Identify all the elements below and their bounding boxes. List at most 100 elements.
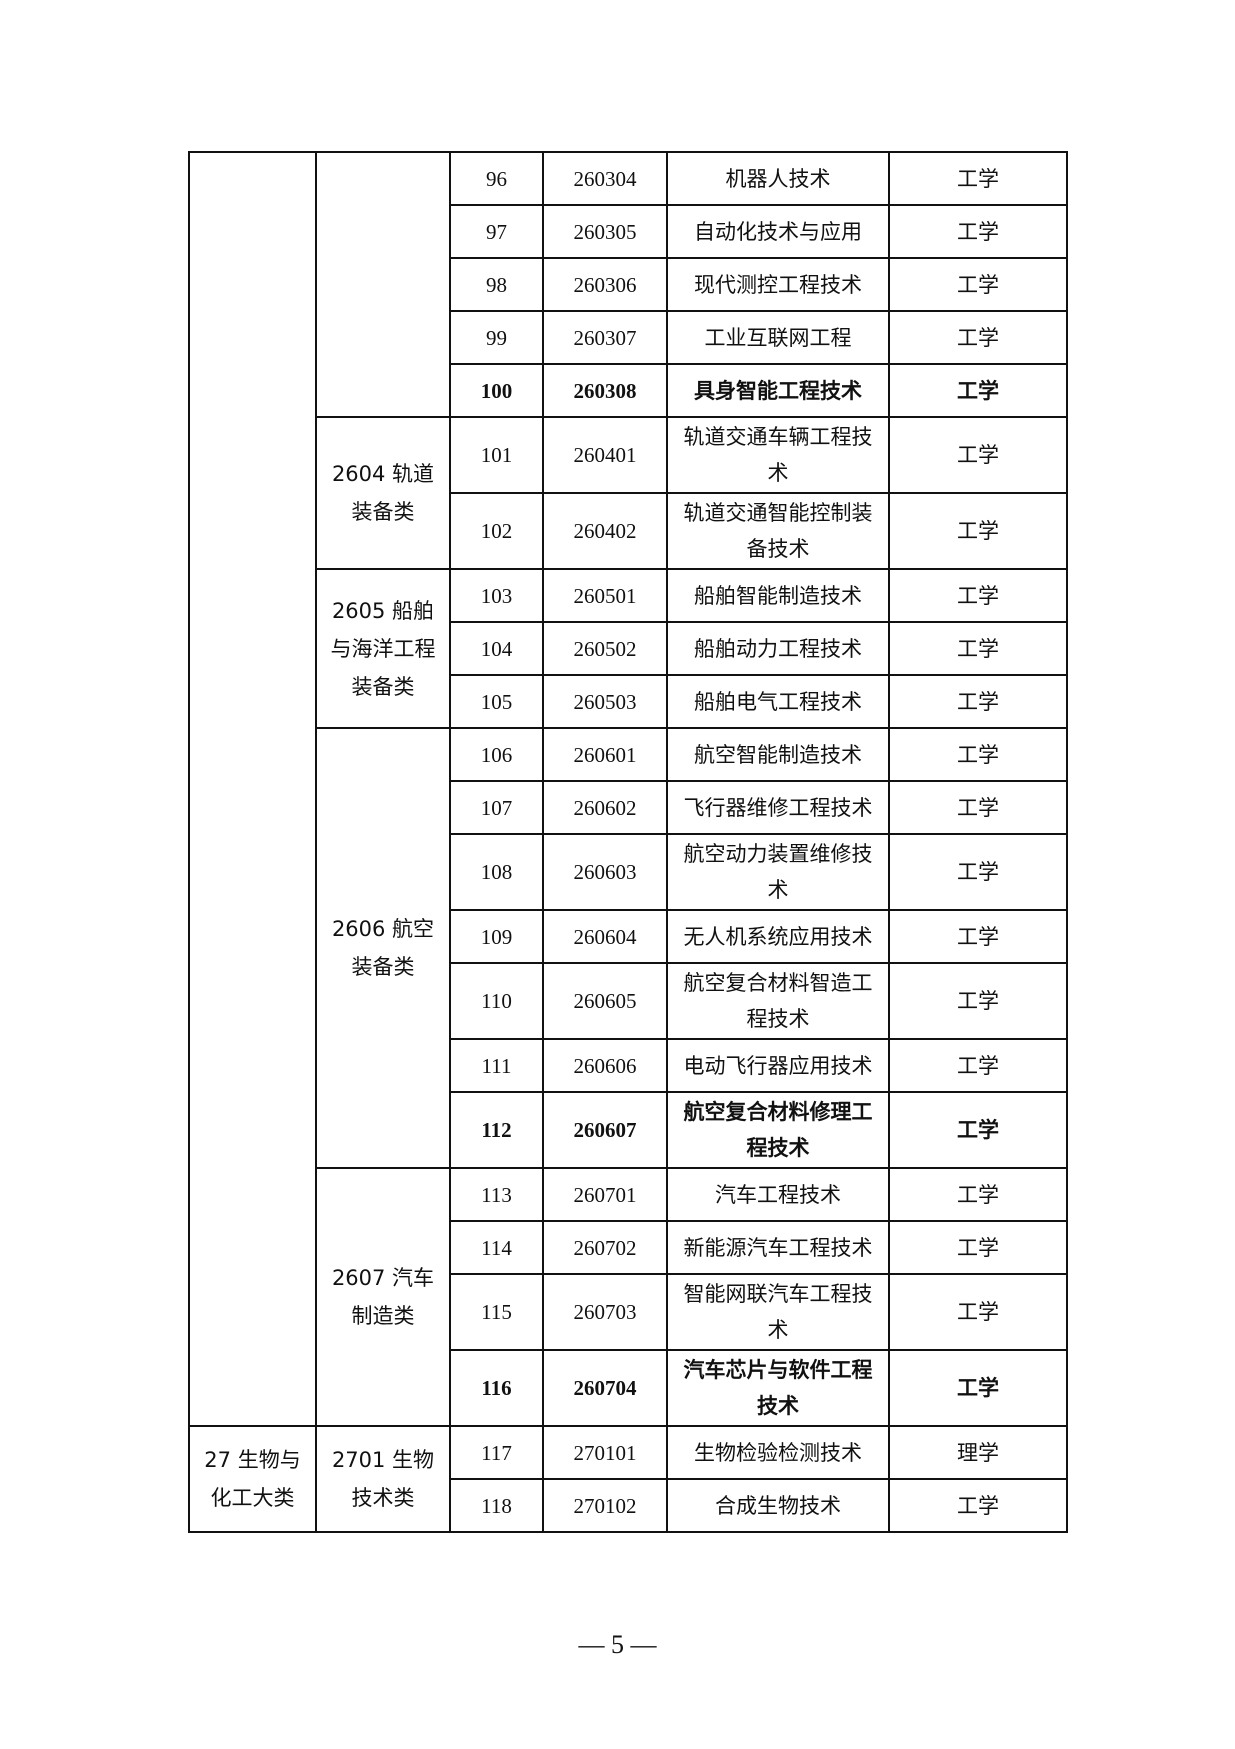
degree-category-cell: 工学 xyxy=(888,257,1068,312)
degree-category-cell: 工学 xyxy=(888,416,1068,494)
table-row: 108 260603 航空动力装置维修技术 工学 xyxy=(189,833,1068,911)
table-row: 109 260604 无人机系统应用技术 工学 xyxy=(189,909,1068,964)
table-row: 118 270102 合成生物技术 工学 xyxy=(189,1478,1068,1533)
degree-category-cell: 工学 xyxy=(888,363,1068,418)
degree-category-cell: 工学 xyxy=(888,151,1068,206)
major-code-cell: 260401 xyxy=(542,416,668,494)
major-code-cell: 260603 xyxy=(542,833,668,911)
major-code-cell: 260601 xyxy=(542,727,668,782)
serial-number-cell: 99 xyxy=(449,310,544,365)
degree-category-cell: 工学 xyxy=(888,621,1068,676)
major-name-cell: 合成生物技术 xyxy=(666,1478,890,1533)
major-code-cell: 260503 xyxy=(542,674,668,729)
serial-number-cell: 108 xyxy=(449,833,544,911)
major-code-cell: 260306 xyxy=(542,257,668,312)
serial-number-cell: 117 xyxy=(449,1425,544,1480)
table-row: 111 260606 电动飞行器应用技术 工学 xyxy=(189,1038,1068,1093)
degree-category-cell: 工学 xyxy=(888,1273,1068,1351)
major-code-cell: 260502 xyxy=(542,621,668,676)
table-body: 96 260304 机器人技术 工学 97 260305 自动化技术与应用 工学 98 26030… xyxy=(188,151,1068,1533)
table-row: 107 260602 飞行器维修工程技术 工学 xyxy=(189,780,1068,835)
major-code-cell: 260402 xyxy=(542,492,668,570)
serial-number-cell: 97 xyxy=(449,204,544,259)
degree-category-cell: 理学 xyxy=(888,1425,1068,1480)
major-name-cell: 具身智能工程技术 xyxy=(666,363,890,418)
major-name-cell: 航空动力装置维修技术 xyxy=(666,833,890,911)
major-name-cell: 船舶电气工程技术 xyxy=(666,674,890,729)
serial-number-cell: 116 xyxy=(449,1349,544,1427)
major-name-cell: 电动飞行器应用技术 xyxy=(666,1038,890,1093)
category-cell xyxy=(188,151,317,1427)
table-row: 27 生物与化工大类 2701 生物技术类 117 270101 生物检验检测技术 理学 xyxy=(188,1425,1068,1533)
degree-category-cell: 工学 xyxy=(888,568,1068,623)
major-code-cell: 270102 xyxy=(542,1478,668,1533)
major-name-cell: 工业互联网工程 xyxy=(666,310,890,365)
subcategory-cell: 2701 生物技术类 xyxy=(315,1425,451,1533)
major-name-cell: 船舶动力工程技术 xyxy=(666,621,890,676)
major-name-cell: 航空复合材料修理工程技术 xyxy=(666,1091,890,1169)
major-code-cell: 260702 xyxy=(542,1220,668,1275)
major-code-cell: 260602 xyxy=(542,780,668,835)
major-code-cell: 260305 xyxy=(542,204,668,259)
serial-number-cell: 98 xyxy=(449,257,544,312)
table-row: 98 260306 现代测控工程技术 工学 xyxy=(189,257,1068,312)
serial-number-cell: 106 xyxy=(449,727,544,782)
serial-number-cell: 102 xyxy=(449,492,544,570)
degree-category-cell: 工学 xyxy=(888,833,1068,911)
table-row: 110 260605 航空复合材料智造工程技术 工学 xyxy=(189,962,1068,1040)
major-code-cell: 260304 xyxy=(542,151,668,206)
table-row: 100 260308 具身智能工程技术 工学 xyxy=(189,363,1068,418)
subcategory-cell: 2607 汽车制造类 xyxy=(315,1167,451,1427)
table-row: 112 260607 航空复合材料修理工程技术 工学 xyxy=(189,1091,1068,1169)
degree-category-cell: 工学 xyxy=(888,727,1068,782)
degree-category-cell: 工学 xyxy=(888,674,1068,729)
major-name-cell: 新能源汽车工程技术 xyxy=(666,1220,890,1275)
degree-category-cell: 工学 xyxy=(888,1038,1068,1093)
degree-category-cell: 工学 xyxy=(888,962,1068,1040)
major-name-cell: 无人机系统应用技术 xyxy=(666,909,890,964)
major-code-cell: 270101 xyxy=(542,1425,668,1480)
table-row: 2604 轨道装备类 101 260401 轨道交通车辆工程技术 工学 xyxy=(189,416,1068,570)
serial-number-cell: 113 xyxy=(449,1167,544,1222)
major-name-cell: 轨道交通智能控制装备技术 xyxy=(666,492,890,570)
major-code-cell: 260701 xyxy=(542,1167,668,1222)
degree-category-cell: 工学 xyxy=(888,909,1068,964)
serial-number-cell: 104 xyxy=(449,621,544,676)
major-code-cell: 260501 xyxy=(542,568,668,623)
degree-category-cell: 工学 xyxy=(888,1349,1068,1427)
major-catalog-table: 96 260304 机器人技术 工学 97 260305 自动化技术与应用 工学 98 26030… xyxy=(188,151,1068,1533)
serial-number-cell: 112 xyxy=(449,1091,544,1169)
serial-number-cell: 100 xyxy=(449,363,544,418)
major-code-cell: 260704 xyxy=(542,1349,668,1427)
table-row: 102 260402 轨道交通智能控制装备技术 工学 xyxy=(189,492,1068,570)
degree-category-cell: 工学 xyxy=(888,1091,1068,1169)
major-name-cell: 生物检验检测技术 xyxy=(666,1425,890,1480)
table-row: 2607 汽车制造类 113 260701 汽车工程技术工学 xyxy=(189,1167,1068,1427)
table-row: 104 260502 船舶动力工程技术 工学 xyxy=(189,621,1068,676)
table-row: 99 260307 工业互联网工程 工学 xyxy=(189,310,1068,365)
major-name-cell: 汽车工程技术 xyxy=(666,1167,890,1222)
category-cell: 27 生物与化工大类 xyxy=(188,1425,317,1533)
serial-number-cell: 96 xyxy=(449,151,544,206)
degree-category-cell: 工学 xyxy=(888,310,1068,365)
major-name-cell: 汽车芯片与软件工程技术 xyxy=(666,1349,890,1427)
major-code-cell: 260307 xyxy=(542,310,668,365)
degree-category-cell: 工学 xyxy=(888,780,1068,835)
serial-number-cell: 114 xyxy=(449,1220,544,1275)
serial-number-cell: 103 xyxy=(449,568,544,623)
major-code-cell: 260605 xyxy=(542,962,668,1040)
major-name-cell: 飞行器维修工程技术 xyxy=(666,780,890,835)
table-row: 2605 船舶与海洋工程装备类 103 260501 船舶智能制造技术 工学 xyxy=(189,568,1068,729)
serial-number-cell: 115 xyxy=(449,1273,544,1351)
major-code-cell: 260604 xyxy=(542,909,668,964)
serial-number-cell: 110 xyxy=(449,962,544,1040)
degree-category-cell: 工学 xyxy=(888,1478,1068,1533)
page-number: — 5 — xyxy=(578,1630,657,1659)
major-code-cell: 260607 xyxy=(542,1091,668,1169)
subcategory-cell: 2606 航空装备类 xyxy=(315,727,451,1169)
major-name-cell: 航空复合材料智造工程技术 xyxy=(666,962,890,1040)
major-code-cell: 260308 xyxy=(542,363,668,418)
table-row: 97 260305 自动化技术与应用 工学 xyxy=(189,204,1068,259)
major-name-cell: 自动化技术与应用 xyxy=(666,204,890,259)
serial-number-cell: 111 xyxy=(449,1038,544,1093)
